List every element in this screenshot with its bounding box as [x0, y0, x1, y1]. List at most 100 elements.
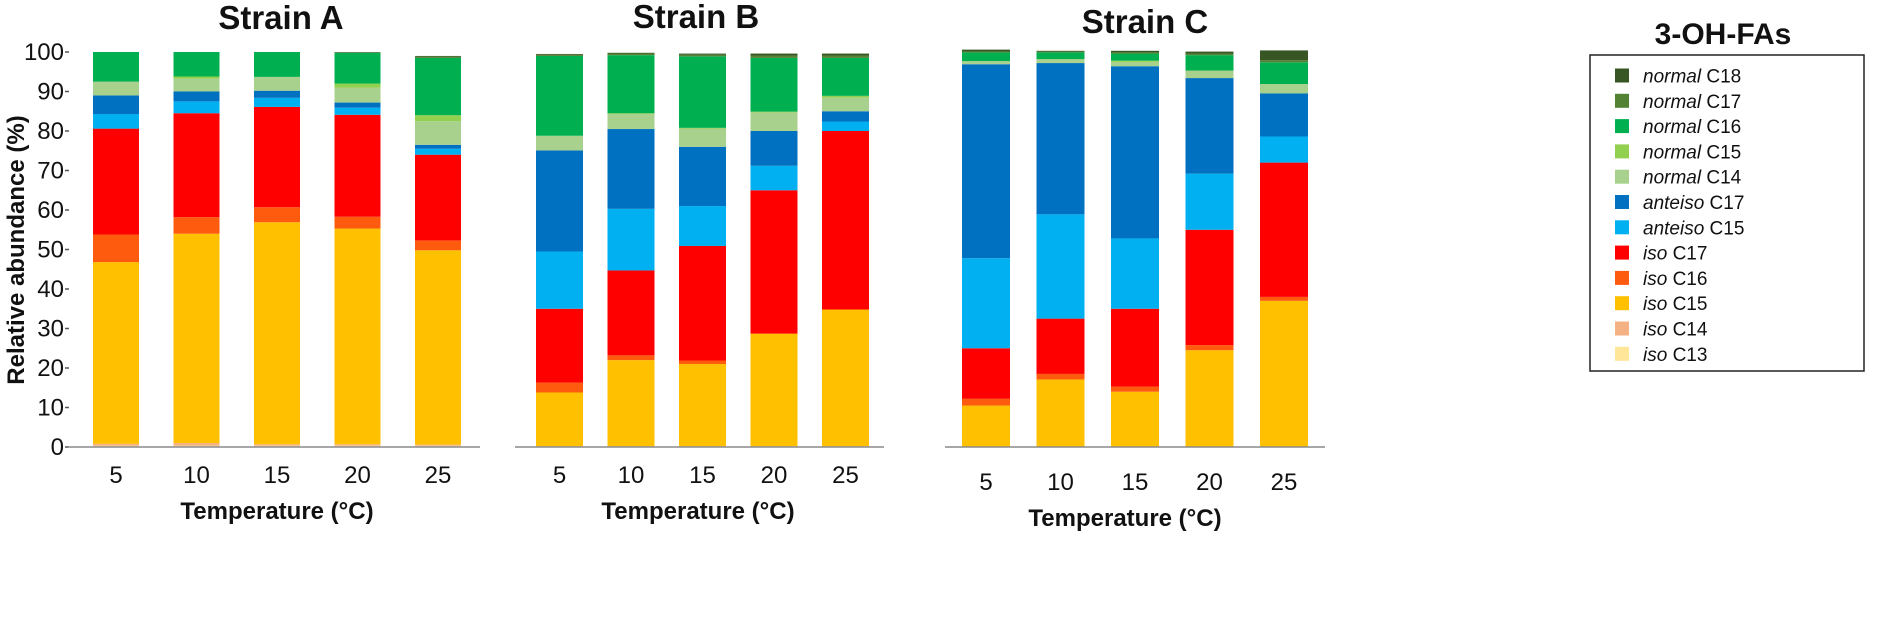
bar-segment-normal-c16	[1036, 52, 1085, 60]
legend-label-prefix: normal	[1643, 67, 1702, 88]
legend-box	[1589, 54, 1865, 372]
bar-segment-normal-c17	[679, 54, 726, 57]
legend-label-name: C18	[1701, 67, 1741, 88]
legend-label: anteiso C15	[1643, 218, 1744, 239]
bar-segment-iso-c15	[607, 360, 655, 447]
legend-label-prefix: iso	[1643, 345, 1667, 366]
legend-label: iso C13	[1643, 345, 1707, 366]
bar-segment-iso-c14	[254, 444, 300, 446]
bar-segment-iso-c16	[1185, 345, 1234, 351]
legend-label: iso C17	[1643, 244, 1707, 265]
x-tick-labels-strain-a: 5 10 15 20 25	[109, 462, 451, 489]
bar-segment-iso-c15	[254, 222, 300, 445]
legend-label-name: C15	[1704, 218, 1744, 239]
bar-segment-normal-c18	[750, 53, 798, 56]
bar-segment-normal-c14	[1036, 59, 1085, 64]
bar-segment-normal-c15	[1111, 60, 1159, 62]
bar-segment-normal-c17	[1036, 51, 1085, 53]
bar-segment-normal-c16	[415, 57, 461, 116]
legend-label-prefix: iso	[1643, 320, 1667, 341]
bar-segment-anteiso-c15	[334, 107, 381, 115]
y-tick-label: 40	[37, 276, 64, 303]
legend-title: 3-OH-FAs	[1655, 18, 1792, 51]
legend-label: normal C17	[1643, 92, 1741, 113]
legend-label-name: C16	[1667, 269, 1707, 290]
bar-segment-iso-c15	[679, 364, 726, 447]
bar-segment-normal-c15	[334, 83, 381, 88]
bar-segment-iso-c17	[415, 154, 461, 241]
bar-segment-normal-c18	[1260, 50, 1308, 61]
bar-segment-normal-c18	[1185, 51, 1234, 54]
y-tick-label: 50	[37, 237, 64, 264]
legend-item: anteiso C17	[1615, 193, 1744, 214]
bar-segment-normal-c16	[607, 55, 655, 114]
legend-swatch	[1615, 93, 1629, 108]
legend-label: iso C14	[1643, 320, 1708, 341]
y-tick-label: 100	[24, 39, 64, 66]
bar-segment-iso-c16	[679, 360, 726, 365]
bar-segment-iso-c16	[607, 355, 655, 361]
panel-strain-c: Strain C 5 10 15 20 25 Temperature (°C)	[945, 3, 1325, 532]
legend-item: normal C18	[1615, 67, 1741, 88]
bar-segment-anteiso-c17	[1036, 63, 1085, 215]
bar-segment-anteiso-c15	[607, 208, 655, 271]
bars-strain-c	[945, 49, 1325, 448]
legend-label-prefix: normal	[1643, 117, 1702, 138]
bar-segment-iso-c16	[334, 216, 381, 229]
bar-segment-normal-c14	[173, 78, 220, 92]
legend-label: normal C18	[1643, 67, 1741, 88]
legend-label-name: C13	[1667, 345, 1707, 366]
bar-segment-iso-c16	[536, 382, 583, 393]
x-axis-title-strain-b: Temperature (°C)	[601, 498, 794, 525]
bar-segment-anteiso-c15	[1036, 214, 1085, 319]
bar-segment-normal-c14	[962, 61, 1010, 65]
x-tick-label: 5	[109, 462, 122, 489]
legend-label: iso C15	[1643, 294, 1707, 315]
bar-segment-iso-c17	[607, 270, 655, 356]
bar-segment-anteiso-c15	[254, 97, 300, 107]
legend-label-prefix: normal	[1643, 92, 1702, 113]
bar-segment-anteiso-c17	[536, 150, 583, 252]
bar-segment-iso-c16	[1036, 373, 1085, 380]
bar-segment-normal-c18	[536, 53, 583, 55]
bar-segment-normal-c16	[1185, 55, 1234, 71]
bar-segment-iso-c15	[173, 233, 220, 444]
x-tick-labels-strain-b: 5 10 15 20 25	[553, 462, 859, 489]
bar-segment-anteiso-c15	[536, 251, 583, 309]
legend-label-prefix: iso	[1643, 294, 1667, 315]
bar-segment-iso-c15	[1260, 300, 1308, 447]
bars-strain-a	[68, 52, 480, 448]
bar-segment-normal-c14	[607, 114, 655, 130]
bar-segment-iso-c16	[173, 217, 220, 234]
bar-segment-normal-c18	[1036, 50, 1085, 52]
y-tick-label: 30	[37, 316, 64, 343]
legend-item: iso C13	[1615, 345, 1707, 366]
bar-segment-anteiso-c17	[822, 111, 869, 122]
bar-segment-iso-c15	[536, 392, 583, 447]
legend-swatch	[1615, 346, 1629, 361]
bar-segment-iso-c15	[415, 250, 461, 445]
bars-strain-b	[515, 52, 884, 448]
bar-segment-normal-c16	[254, 52, 300, 77]
bar-segment-iso-c17	[1036, 318, 1085, 374]
bar-segment-iso-c15	[962, 405, 1010, 447]
y-tick-label: 0	[51, 434, 64, 461]
bar-segment-normal-c16	[173, 52, 220, 77]
bar-segment-normal-c17	[1111, 52, 1159, 54]
bar-segment-anteiso-c17	[334, 102, 381, 108]
bar-segment-normal-c16	[334, 52, 381, 84]
bar-segment-normal-c14	[536, 135, 583, 151]
legend-label-prefix: iso	[1643, 244, 1667, 265]
legend-label-prefix: iso	[1643, 269, 1667, 290]
bar-segment-iso-c15	[822, 309, 869, 447]
x-tick-label: 25	[832, 462, 859, 489]
x-tick-label: 20	[761, 462, 788, 489]
bar-segment-anteiso-c17	[1111, 66, 1159, 239]
bar-segment-anteiso-c15	[679, 206, 726, 246]
bar-segment-anteiso-c15	[962, 258, 1010, 349]
x-tick-label: 15	[1122, 469, 1149, 496]
bar-segment-normal-c18	[962, 49, 1010, 52]
legend-item: normal C15	[1615, 142, 1741, 163]
bar-segment-anteiso-c17	[962, 64, 1010, 259]
legend-label-name: C14	[1701, 168, 1742, 189]
